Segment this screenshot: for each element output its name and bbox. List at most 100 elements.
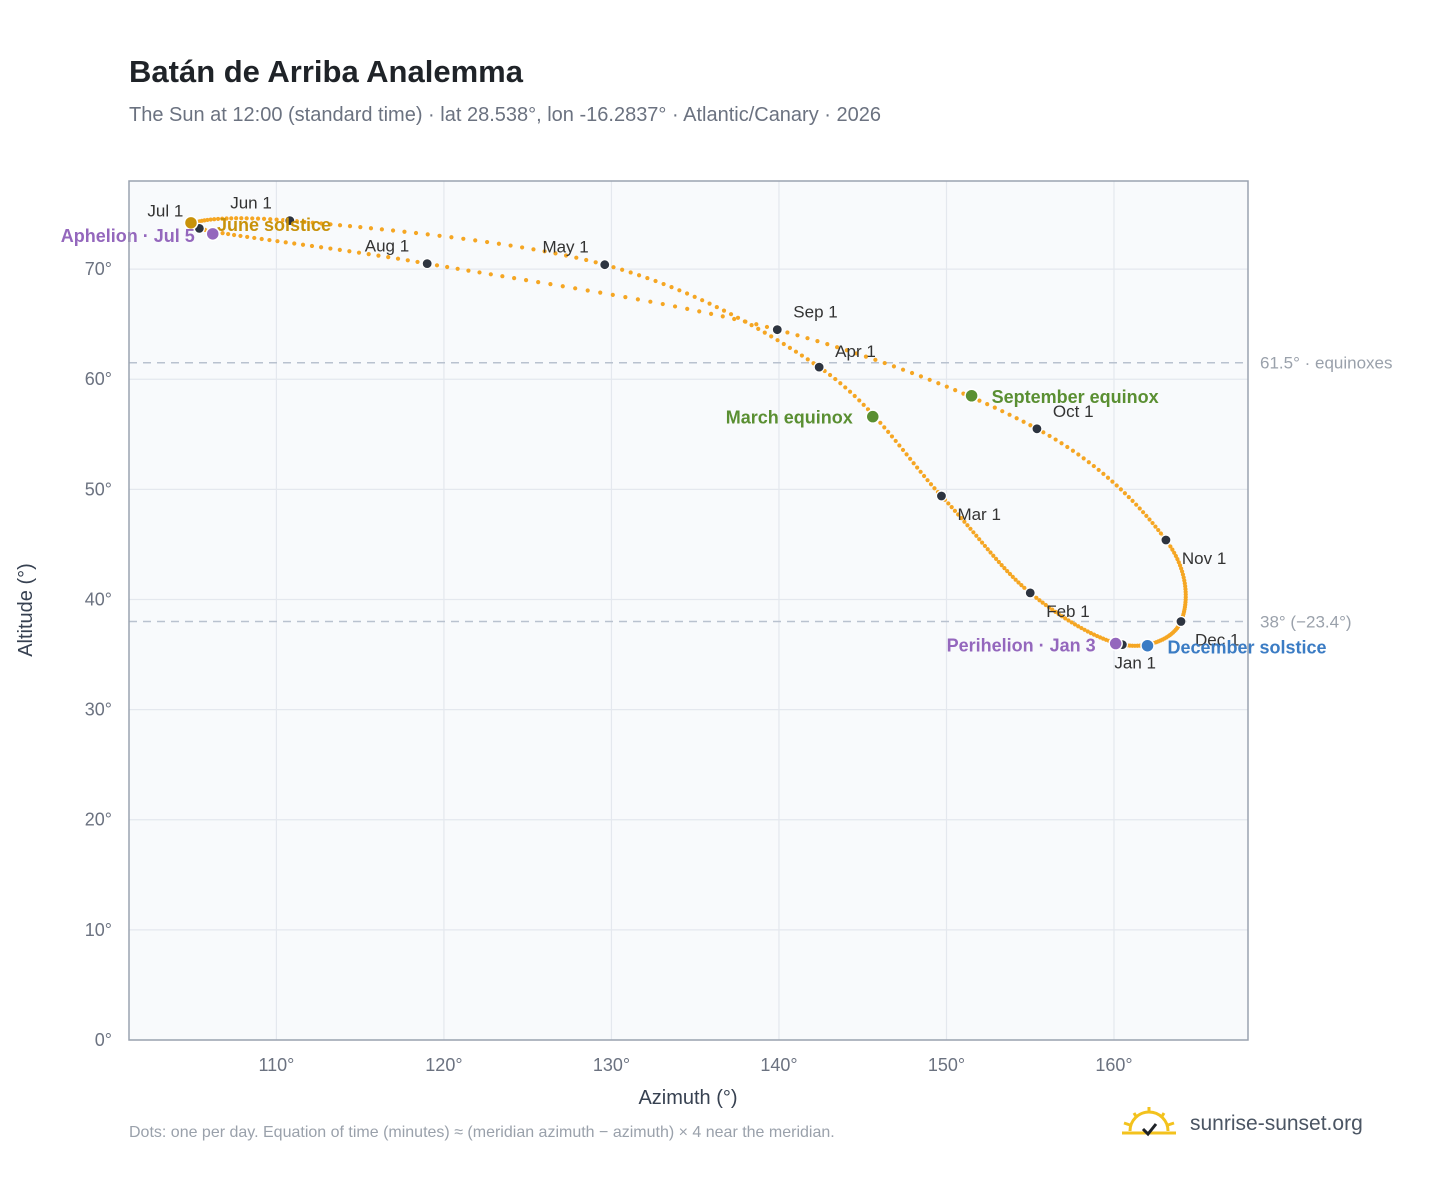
daily-dot	[300, 242, 306, 247]
daily-dot	[1076, 624, 1081, 629]
daily-dot	[878, 420, 883, 425]
daily-dot	[1053, 609, 1058, 614]
daily-dot	[908, 456, 913, 461]
daily-dot	[1150, 520, 1155, 526]
daily-dot	[1085, 629, 1090, 634]
event-label: March equinox	[726, 408, 853, 428]
daily-dot	[309, 243, 315, 249]
daily-dot	[488, 272, 493, 277]
daily-dot	[985, 402, 990, 407]
daily-dot	[793, 349, 799, 354]
month-marker	[1031, 423, 1043, 435]
event-marker	[205, 226, 221, 242]
daily-dot	[250, 216, 255, 221]
month-label: Mar 1	[957, 505, 1000, 524]
x-tick-label: 120°	[425, 1055, 462, 1075]
daily-dot	[1170, 547, 1175, 552]
daily-dot	[834, 345, 840, 350]
daily-dot	[962, 519, 967, 524]
daily-dot	[882, 360, 887, 366]
daily-dot	[936, 381, 941, 386]
daily-dot	[553, 251, 558, 256]
daily-dot	[531, 247, 536, 252]
daily-dot	[226, 231, 231, 237]
daily-dot	[261, 216, 267, 221]
daily-dot	[1070, 448, 1076, 453]
daily-dot	[959, 516, 964, 521]
daily-dot	[337, 223, 343, 228]
daily-dot	[992, 405, 997, 410]
event-label: September equinox	[992, 387, 1159, 407]
daily-dot	[795, 333, 800, 338]
daily-dot	[455, 266, 460, 271]
daily-dot	[1134, 502, 1139, 507]
daily-dot	[1016, 580, 1021, 585]
daily-dot	[395, 256, 401, 261]
daily-dot	[1028, 423, 1033, 428]
brand-name: sunrise-sunset.org	[1190, 1112, 1363, 1135]
x-tick-label: 150°	[928, 1055, 965, 1075]
daily-dot	[274, 217, 279, 222]
daily-dot	[358, 225, 363, 230]
daily-dot	[897, 443, 902, 448]
daily-dot	[764, 324, 770, 330]
daily-dot	[386, 255, 391, 260]
month-marker	[284, 215, 296, 227]
daily-dot	[229, 216, 234, 221]
daily-dot	[512, 276, 517, 281]
daily-dot	[405, 258, 410, 263]
daily-dot	[1040, 600, 1045, 605]
daily-dot	[1156, 527, 1161, 533]
daily-dot	[1072, 622, 1078, 627]
daily-dot	[523, 278, 529, 283]
daily-dot	[968, 526, 973, 531]
daily-dot	[611, 265, 616, 270]
month-marker	[1175, 615, 1187, 628]
daily-dot	[337, 247, 342, 252]
daily-dot	[548, 282, 553, 287]
daily-dot	[635, 297, 640, 302]
reference-lines: 61.5° · equinoxes 38° (−23.4°)	[129, 354, 1393, 632]
daily-dot	[466, 268, 471, 273]
reference-line-label: 61.5° · equinoxes	[1260, 354, 1393, 373]
y-tick-label: 0°	[95, 1030, 112, 1050]
daily-dot	[861, 402, 866, 407]
daily-dot	[754, 322, 759, 327]
daily-dot	[775, 338, 780, 343]
daily-dot	[496, 241, 501, 246]
daily-dot	[805, 336, 810, 341]
daily-dot	[1059, 614, 1065, 619]
daily-dot	[1091, 463, 1096, 469]
daily-dot	[449, 235, 454, 240]
daily-dot	[900, 447, 906, 453]
daily-dot	[1014, 416, 1019, 421]
daily-dot	[1002, 566, 1007, 571]
daily-dot	[988, 550, 993, 555]
month-marker	[935, 490, 948, 502]
y-tick-label: 70°	[85, 259, 112, 279]
event-label: June solstice	[217, 215, 331, 235]
daily-dot	[628, 270, 633, 275]
daily-dot	[1173, 553, 1178, 559]
daily-dot	[610, 292, 615, 297]
daily-dot	[244, 216, 249, 221]
daily-dot	[854, 351, 859, 356]
brand[interactable]: sunrise-sunset.org	[1122, 1104, 1363, 1144]
daily-dot	[1047, 433, 1052, 439]
event-label: December solstice	[1167, 638, 1326, 658]
daily-dot	[1153, 524, 1158, 529]
daily-dot	[318, 245, 324, 250]
daily-dot	[932, 486, 937, 491]
daily-dot	[1101, 471, 1106, 476]
daily-dot	[672, 304, 678, 309]
daily-dot	[477, 270, 482, 275]
daily-dot	[598, 290, 603, 295]
daily-dot	[921, 473, 927, 479]
daily-dot	[434, 263, 440, 268]
daily-dot	[1010, 574, 1015, 579]
daily-dot	[1096, 467, 1101, 473]
daily-dot	[909, 370, 915, 376]
daily-dot	[785, 330, 790, 335]
analemma-curve	[191, 216, 1188, 648]
daily-dot	[1158, 531, 1163, 536]
